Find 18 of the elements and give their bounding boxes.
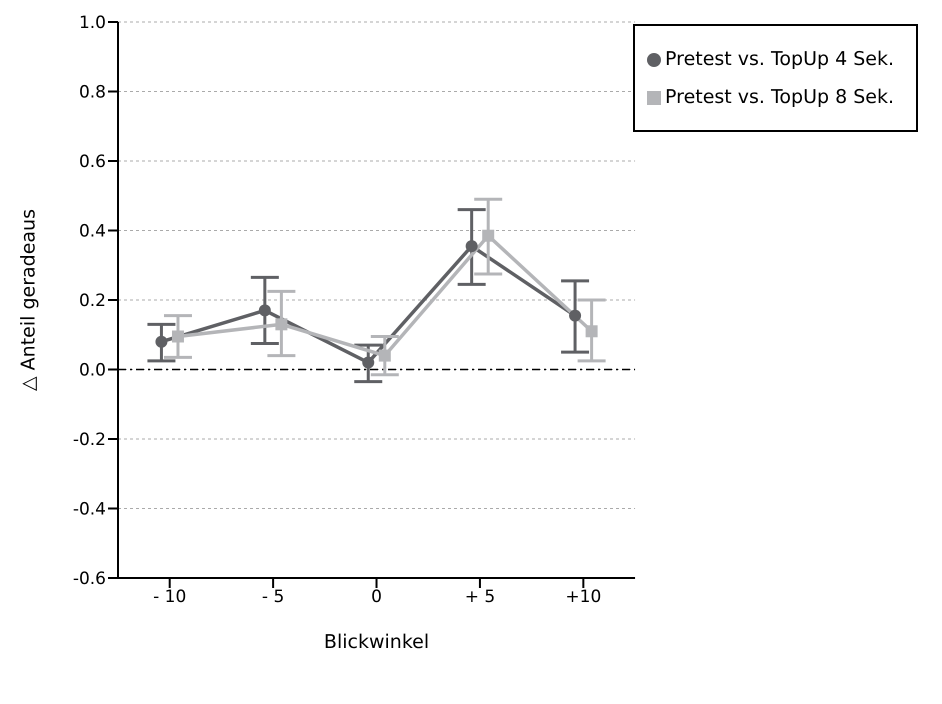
y-tick-label: -0.4	[72, 500, 106, 520]
x-tick-label: - 5	[262, 587, 284, 608]
legend-label: Pretest vs. TopUp 4 Sek.	[665, 48, 894, 70]
y-tick-label: 0.8	[78, 82, 106, 103]
y-axis-title: △ Anteil geradeaus	[18, 209, 40, 391]
x-tick-label: 0	[371, 587, 382, 608]
y-tick-label: -0.2	[72, 430, 106, 450]
y-tick-label: 1.0	[78, 13, 106, 34]
y-tick-label: -0.6	[72, 569, 106, 590]
y-tick-label: 0.4	[78, 222, 106, 242]
x-tick-label: +10	[565, 587, 602, 608]
y-tick-label: 0.2	[78, 291, 106, 312]
x-axis-title: Blickwinkel	[324, 631, 430, 653]
legend-label: Pretest vs. TopUp 8 Sek.	[665, 86, 894, 108]
y-tick-label: 0.6	[78, 152, 106, 172]
x-tick-label: - 10	[153, 587, 186, 608]
x-tick-label: + 5	[464, 587, 496, 608]
y-tick-label: 0.0	[78, 360, 106, 381]
